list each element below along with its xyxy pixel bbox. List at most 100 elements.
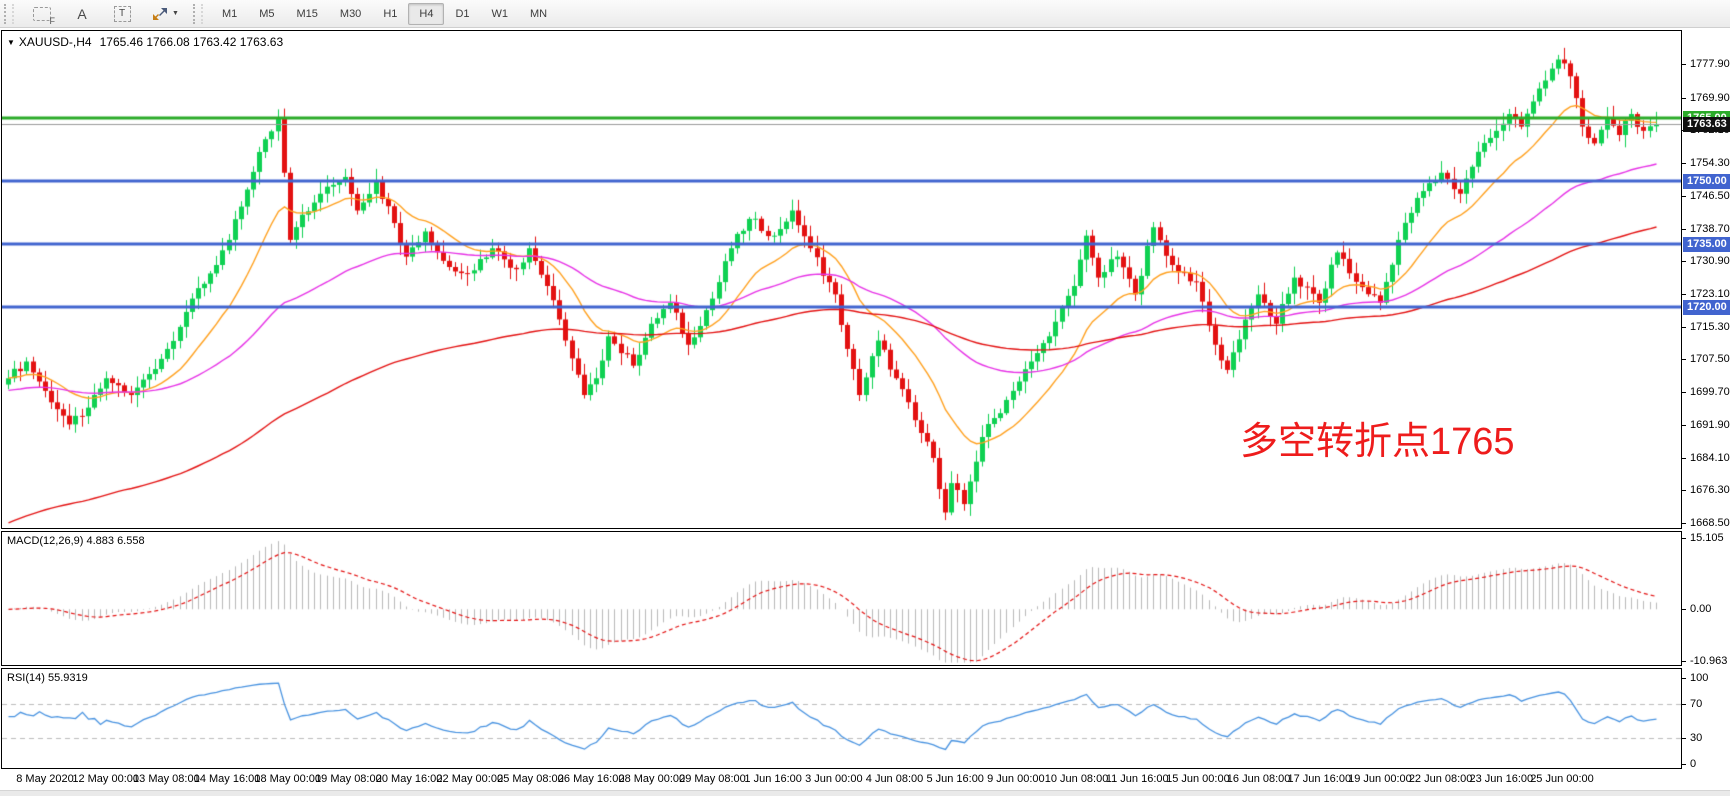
diagonal-arrows-icon [153, 7, 167, 20]
axis-tick-mark [1682, 327, 1686, 328]
axis-tick-mark [1682, 294, 1686, 295]
toolbar-drag-grip[interactable] [4, 3, 14, 24]
rsi-canvas[interactable] [2, 669, 1681, 768]
status-strip [0, 790, 1730, 796]
time-axis-label: 19 May 08:00 [315, 773, 382, 785]
rsi-indicator-panel: RSI(14) 55.9319 [1, 668, 1682, 769]
price-axis[interactable]: 1777.901769.901762.101754.301746.501738.… [1682, 28, 1730, 795]
axis-tick-label: -10.963 [1690, 655, 1728, 667]
axis-tick-mark [1682, 98, 1686, 99]
rsi-name: RSI(14) [7, 672, 45, 684]
current-price-badge: 1763.63 [1683, 117, 1730, 132]
time-axis-label: 9 Jun 00:00 [987, 773, 1045, 785]
chart-area: ▼ XAUUSD-,H4 1765.46 1766.08 1763.42 1763.… [0, 28, 1730, 796]
axis-tick-mark [1682, 678, 1686, 679]
time-axis-label: 29 May 08:00 [679, 773, 746, 785]
time-axis-label: 26 May 16:00 [557, 773, 625, 785]
timeframe-button-m30[interactable]: M30 [329, 3, 372, 25]
macd-indicator-panel: MACD(12,26,9) 4.883 6.558 [1, 531, 1682, 666]
time-axis-label: 4 Jun 08:00 [865, 773, 924, 785]
axis-tick-mark [1682, 738, 1686, 739]
time-axis-label: 25 May 08:00 [497, 773, 564, 785]
macd-canvas[interactable] [2, 532, 1681, 665]
axis-tick-label: 1723.10 [1690, 287, 1730, 300]
main-chart-canvas[interactable] [2, 31, 1681, 528]
axis-tick-mark [1682, 64, 1686, 65]
chart-title: ▼ XAUUSD-,H4 1765.46 1766.08 1763.42 1763.… [7, 35, 283, 49]
time-axis-label: 22 Jun 08:00 [1408, 773, 1473, 785]
axis-tick-label: 70 [1690, 697, 1703, 710]
time-axis-label: 28 May 00:00 [618, 773, 686, 785]
time-axis-label: 3 Jun 00:00 [805, 773, 863, 785]
axis-tick-mark [1682, 704, 1686, 705]
time-axis-label: 14 May 16:00 [193, 773, 261, 785]
main-chart-panel: ▼ XAUUSD-,H4 1765.46 1766.08 1763.42 1763.… [1, 30, 1682, 529]
axis-tick-mark [1682, 523, 1686, 524]
axis-tick-label: 1738.70 [1690, 222, 1730, 235]
axis-tick-label: 1668.50 [1690, 516, 1730, 529]
time-axis[interactable]: 8 May 2020 12 May 00:00 13 May 08:00 14 May… [1, 770, 1682, 790]
timeframe-button-m1[interactable]: M1 [211, 3, 248, 25]
axis-tick-label: 1699.70 [1690, 386, 1730, 399]
axis-tick-mark [1682, 538, 1686, 539]
axis-tick-mark [1682, 392, 1686, 393]
timeframe-button-d1[interactable]: D1 [444, 3, 480, 25]
axis-tick-mark [1682, 661, 1686, 662]
time-axis-label: 12 May 00:00 [72, 773, 139, 785]
axis-tick-mark [1682, 229, 1686, 230]
axis-tick-mark [1682, 490, 1686, 491]
timeframe-button-mn[interactable]: MN [519, 3, 558, 25]
annotation-text: 多空转折点1765 [1240, 421, 1515, 463]
hline-price-badge-1720.00: 1720.00 [1683, 300, 1730, 315]
time-axis-label: 11 Jun 16:00 [1105, 773, 1169, 785]
time-axis-label: 8 May 2020 [16, 773, 74, 785]
dashed-frame-f-icon: F [33, 6, 55, 26]
axis-tick-label: 1676.30 [1690, 484, 1730, 497]
toolbar-separator-grip[interactable] [192, 3, 203, 24]
time-axis-label: 17 Jun 16:00 [1287, 773, 1352, 785]
rsi-current-value: 55.9319 [47, 672, 88, 684]
axis-tick-label: 100 [1690, 672, 1709, 684]
axis-tick-label: 0 [1690, 758, 1697, 770]
time-axis-label: 23 Jun 16:00 [1469, 773, 1534, 785]
axis-tick-mark [1682, 609, 1686, 610]
ohlc-values: 1765.46 1766.08 1763.42 1763.63 [99, 35, 284, 49]
hline-price-badge-1735.00: 1735.00 [1683, 237, 1730, 252]
letter-a-icon: A [77, 5, 87, 22]
axis-tick-label: 1730.90 [1690, 255, 1730, 268]
axis-tick-mark [1682, 163, 1686, 164]
axis-tick-mark [1682, 764, 1686, 765]
time-axis-label: 18 May 00:00 [254, 773, 322, 785]
symbol-dropdown-icon[interactable]: ▼ [7, 38, 15, 47]
text-a-tool-button[interactable]: A [65, 3, 99, 25]
text-box-t-icon: T [113, 5, 131, 22]
time-axis-label: 25 Jun 00:00 [1530, 773, 1594, 785]
axis-tick-label: 1691.90 [1690, 418, 1730, 431]
axis-tick-label: 30 [1690, 732, 1703, 745]
timeframe-button-m5[interactable]: M5 [248, 3, 285, 25]
cursor-arrows-tool-button[interactable]: ▼ [145, 3, 186, 25]
axis-tick-label: 1707.50 [1690, 353, 1730, 366]
symbol-period-label: XAUUSD-,H4 [18, 35, 92, 49]
hline-price-badge-1750.00: 1750.00 [1683, 174, 1730, 189]
timeframe-button-group: M1 M5 M15 M30 H1 H4 D1 W1 MN [211, 2, 558, 25]
axis-tick-label: 0.00 [1690, 603, 1712, 616]
time-axis-label: 10 Jun 08:00 [1044, 773, 1109, 785]
axis-tick-label: 1746.50 [1690, 189, 1730, 202]
time-axis-label: 22 May 00:00 [436, 773, 504, 785]
timeframe-button-m15[interactable]: M15 [286, 3, 329, 25]
axis-tick-label: 1777.90 [1690, 58, 1730, 71]
axis-tick-label: 1684.10 [1690, 451, 1730, 464]
axis-tick-label: 15.105 [1690, 532, 1724, 544]
dashed-frame-f-tool-button[interactable]: F [25, 3, 59, 26]
time-axis-label: 13 May 08:00 [133, 773, 200, 785]
timeframe-button-h4[interactable]: H4 [408, 2, 445, 25]
text-box-tool-button[interactable]: T [105, 3, 139, 25]
time-axis-label: 5 Jun 16:00 [926, 773, 984, 785]
macd-label: MACD(12,26,9) 4.883 6.558 [7, 535, 145, 547]
macd-current-values: 4.883 6.558 [86, 535, 145, 547]
axis-tick-label: 1754.30 [1690, 157, 1730, 170]
axis-tick-mark [1682, 261, 1686, 262]
timeframe-button-w1[interactable]: W1 [481, 3, 520, 25]
timeframe-button-h1[interactable]: H1 [372, 3, 408, 25]
